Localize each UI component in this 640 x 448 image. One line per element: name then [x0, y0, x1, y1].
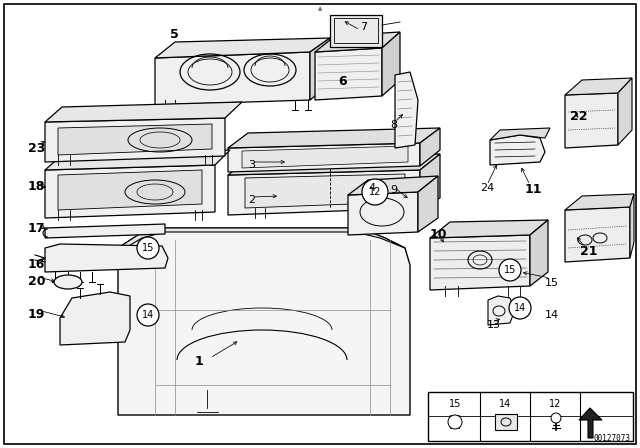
Text: 24: 24 [480, 183, 494, 193]
Text: 3: 3 [248, 160, 255, 170]
Text: 2: 2 [248, 195, 255, 205]
Polygon shape [58, 124, 212, 155]
Bar [334, 18, 378, 43]
Text: 15: 15 [545, 278, 559, 288]
Polygon shape [118, 228, 410, 415]
Polygon shape [155, 52, 310, 105]
Text: 14: 14 [499, 399, 511, 409]
Polygon shape [618, 78, 632, 145]
Polygon shape [45, 102, 242, 122]
Polygon shape [45, 224, 165, 238]
Polygon shape [565, 78, 632, 95]
Text: ▲: ▲ [318, 6, 322, 11]
Text: 14: 14 [545, 310, 559, 320]
Text: 8: 8 [390, 120, 397, 130]
Circle shape [551, 413, 561, 423]
Circle shape [499, 259, 521, 281]
Polygon shape [242, 146, 408, 168]
Circle shape [137, 304, 159, 326]
Polygon shape [348, 176, 438, 195]
Text: 6: 6 [338, 75, 347, 88]
Polygon shape [45, 150, 230, 170]
Polygon shape [565, 207, 630, 262]
Polygon shape [58, 170, 202, 210]
Polygon shape [565, 93, 618, 148]
Polygon shape [490, 135, 545, 165]
Polygon shape [60, 292, 130, 345]
Text: 17: 17 [28, 222, 45, 235]
Polygon shape [118, 228, 405, 250]
Polygon shape [348, 192, 418, 235]
Polygon shape [382, 32, 400, 96]
Polygon shape [395, 72, 418, 148]
Polygon shape [228, 154, 440, 175]
Polygon shape [228, 170, 420, 215]
Text: 13: 13 [487, 320, 501, 330]
Text: 14: 14 [514, 303, 526, 313]
Polygon shape [315, 32, 400, 52]
Text: 20: 20 [28, 275, 45, 288]
Circle shape [509, 297, 531, 319]
Text: 15: 15 [142, 243, 154, 253]
Circle shape [448, 415, 462, 429]
Polygon shape [565, 194, 634, 210]
Circle shape [362, 179, 388, 205]
Bar [428, 392, 633, 441]
Circle shape [137, 237, 159, 259]
Text: 12: 12 [549, 399, 561, 409]
Polygon shape [430, 220, 548, 238]
Ellipse shape [54, 275, 82, 289]
Polygon shape [530, 220, 548, 286]
Polygon shape [418, 176, 438, 232]
Text: 18: 18 [28, 180, 45, 193]
Polygon shape [315, 48, 382, 100]
Polygon shape [155, 38, 330, 58]
Polygon shape [490, 128, 550, 140]
Polygon shape [228, 143, 420, 172]
Text: 4: 4 [368, 183, 375, 193]
Text: 5: 5 [170, 28, 179, 41]
Polygon shape [245, 174, 405, 208]
Polygon shape [228, 128, 440, 148]
Text: 1: 1 [195, 355, 204, 368]
Polygon shape [420, 128, 440, 166]
Polygon shape [420, 154, 440, 208]
Text: 23: 23 [28, 142, 45, 155]
Text: 21: 21 [580, 245, 598, 258]
Text: 16: 16 [28, 258, 45, 271]
Polygon shape [310, 38, 330, 100]
Polygon shape [430, 235, 530, 290]
Text: 22: 22 [570, 110, 588, 123]
Polygon shape [45, 165, 215, 218]
Text: 12: 12 [369, 187, 381, 197]
Polygon shape [45, 118, 225, 162]
Polygon shape [488, 296, 515, 325]
Polygon shape [579, 408, 602, 438]
Polygon shape [630, 194, 634, 258]
Text: 00127073: 00127073 [593, 434, 630, 443]
Text: 11: 11 [525, 183, 543, 196]
Text: 9: 9 [390, 185, 397, 195]
Text: 19: 19 [28, 308, 45, 321]
Text: 14: 14 [142, 310, 154, 320]
Polygon shape [45, 244, 168, 272]
Text: 7: 7 [360, 22, 367, 32]
Text: 10: 10 [430, 228, 447, 241]
Bar [495, 414, 517, 430]
Text: 15: 15 [449, 399, 461, 409]
Bar [330, 15, 382, 47]
Text: 15: 15 [504, 265, 516, 275]
